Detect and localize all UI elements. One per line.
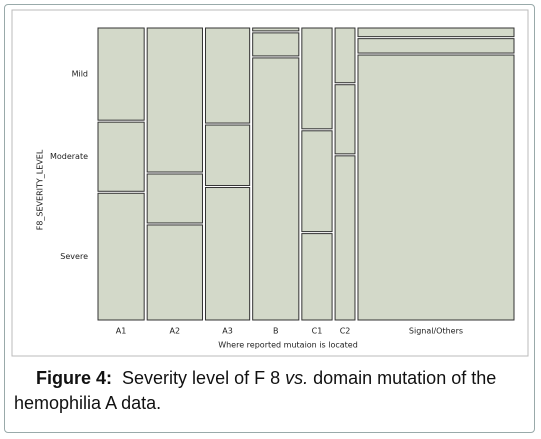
- mosaic-tile: [334, 84, 356, 155]
- caption: Figure 4: Severity level of F 8 vs. doma…: [14, 366, 524, 416]
- mosaic-tile: [97, 192, 145, 321]
- mosaic-tile: [97, 27, 145, 121]
- mosaic-tile: [252, 57, 300, 321]
- mosaic-tile: [301, 130, 333, 233]
- mosaic-tile: [357, 27, 515, 38]
- x-tick-label: A3: [222, 327, 233, 336]
- mosaic-tile: [252, 32, 300, 57]
- plot-border: [11, 9, 529, 357]
- chart: F8_SEVERITY_LEVEL Where reported mutaion…: [11, 9, 529, 357]
- x-tick-label: C1: [312, 327, 323, 336]
- caption-italic: vs.: [285, 368, 309, 388]
- mosaic-tile: [97, 121, 145, 192]
- x-tick-label: Signal/Others: [409, 327, 463, 336]
- y-tick-label: Severe: [60, 252, 88, 261]
- mosaic-tile: [204, 27, 251, 124]
- y-tick-label: Mild: [72, 70, 88, 79]
- mosaic-tile: [301, 27, 333, 130]
- y-axis-title: F8_SEVERITY_LEVEL: [36, 149, 45, 230]
- mosaic-tile: [334, 155, 356, 321]
- figure-frame: [4, 4, 535, 433]
- x-tick-label: B: [273, 327, 279, 336]
- mosaic-tile: [301, 233, 333, 321]
- mosaic-tile: [204, 187, 251, 321]
- mosaic-tile: [357, 54, 515, 321]
- mosaic-tile: [146, 173, 203, 224]
- caption-text: Severity level of F 8: [122, 368, 286, 388]
- x-axis-title: Where reported mutaion is located: [218, 341, 358, 350]
- mosaic-tile: [146, 27, 203, 173]
- x-tick-label: A2: [170, 327, 181, 336]
- y-tick-label: Moderate: [50, 152, 88, 161]
- mosaic-tile: [204, 124, 251, 187]
- x-tick-label: A1: [116, 327, 127, 336]
- mosaic-tile: [357, 38, 515, 54]
- mosaic-tile: [252, 27, 300, 32]
- caption-label: Figure 4:: [36, 368, 113, 388]
- mosaic-tile: [146, 224, 203, 321]
- caption-text: domain mutation of the hemophilia A data…: [14, 368, 497, 413]
- mosaic-tile: [334, 27, 356, 84]
- x-tick-label: C2: [340, 327, 351, 336]
